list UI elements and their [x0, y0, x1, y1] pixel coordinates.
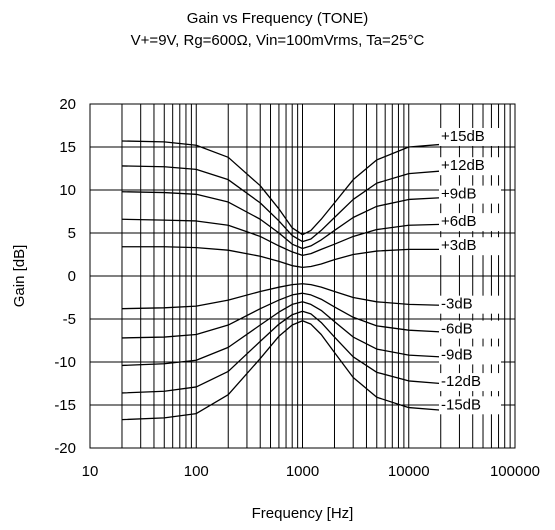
series-label-bg: [439, 396, 501, 415]
series-label-bg: [439, 185, 501, 204]
series-label: +9dB: [441, 186, 476, 203]
series-label: -3dB: [441, 296, 473, 313]
series-label-bg: [439, 237, 501, 256]
x-tick-label: 100: [184, 463, 209, 480]
y-axis-label: Gain [dB]: [11, 245, 28, 308]
series-line: [121, 320, 441, 421]
y-tick-label: 5: [68, 225, 76, 242]
series-label: -6dB: [441, 321, 473, 338]
x-tick-label: 1000: [286, 463, 319, 480]
series-line: [121, 218, 441, 257]
label-layer: +15dB +12dB +9dB +6dB +3dB -3dB -6dB -9dB -12dB -…: [439, 127, 501, 415]
chart-title: Gain vs Frequency (TONE): [186, 10, 369, 27]
series-label-bg: [439, 320, 501, 339]
series-label-bg: [439, 346, 501, 365]
grid-layer: [90, 104, 515, 448]
plot-frame: [89, 103, 516, 449]
series-line: [121, 246, 441, 269]
series-line: [121, 140, 441, 236]
series-label-bg: [439, 373, 501, 392]
y-tick-label: -15: [54, 397, 76, 414]
series-label: +12dB: [441, 157, 485, 174]
series-line: [121, 283, 441, 310]
series-label-bg: [439, 157, 501, 176]
y-tick-label: 10: [59, 182, 76, 199]
series-line: [121, 301, 441, 367]
y-tick-label: 0: [68, 268, 76, 285]
series-layer: [121, 140, 441, 421]
series-label: +6dB: [441, 213, 476, 230]
x-tick-label: 100000: [490, 463, 540, 480]
series-line: [121, 165, 441, 243]
series-label: +15dB: [441, 128, 485, 145]
series-label: +3dB: [441, 237, 476, 254]
y-tick-label: -10: [54, 354, 76, 371]
series-label-bg: [439, 213, 501, 232]
y-tick-label: -20: [54, 440, 76, 457]
chart-title-block: Gain vs Frequency (TONE) V+=9V, Rg=600Ω,…: [0, 8, 555, 52]
series-line: [121, 310, 441, 394]
x-tick-label: 10000: [388, 463, 430, 480]
y-tick-label: 15: [59, 139, 76, 156]
series-label-bg: [439, 127, 501, 146]
series-line: [121, 191, 441, 250]
series-label: -9dB: [441, 346, 473, 363]
y-tick-label: 20: [59, 96, 76, 113]
series-label: -15dB: [441, 396, 481, 413]
x-axis-label: Frequency [Hz]: [252, 505, 354, 522]
series-line: [121, 292, 441, 339]
series-label-bg: [439, 295, 501, 314]
series-label: -12dB: [441, 373, 481, 390]
chart-subtitle: V+=9V, Rg=600Ω, Vin=100mVrms, Ta=25°C: [130, 32, 425, 49]
tick-layer: 20 15 10 5 0 -5 -10 -15 -20 10 100 1000 10000 100000: [54, 96, 540, 480]
x-tick-label: 10: [82, 463, 99, 480]
y-tick-label: -5: [63, 311, 76, 328]
